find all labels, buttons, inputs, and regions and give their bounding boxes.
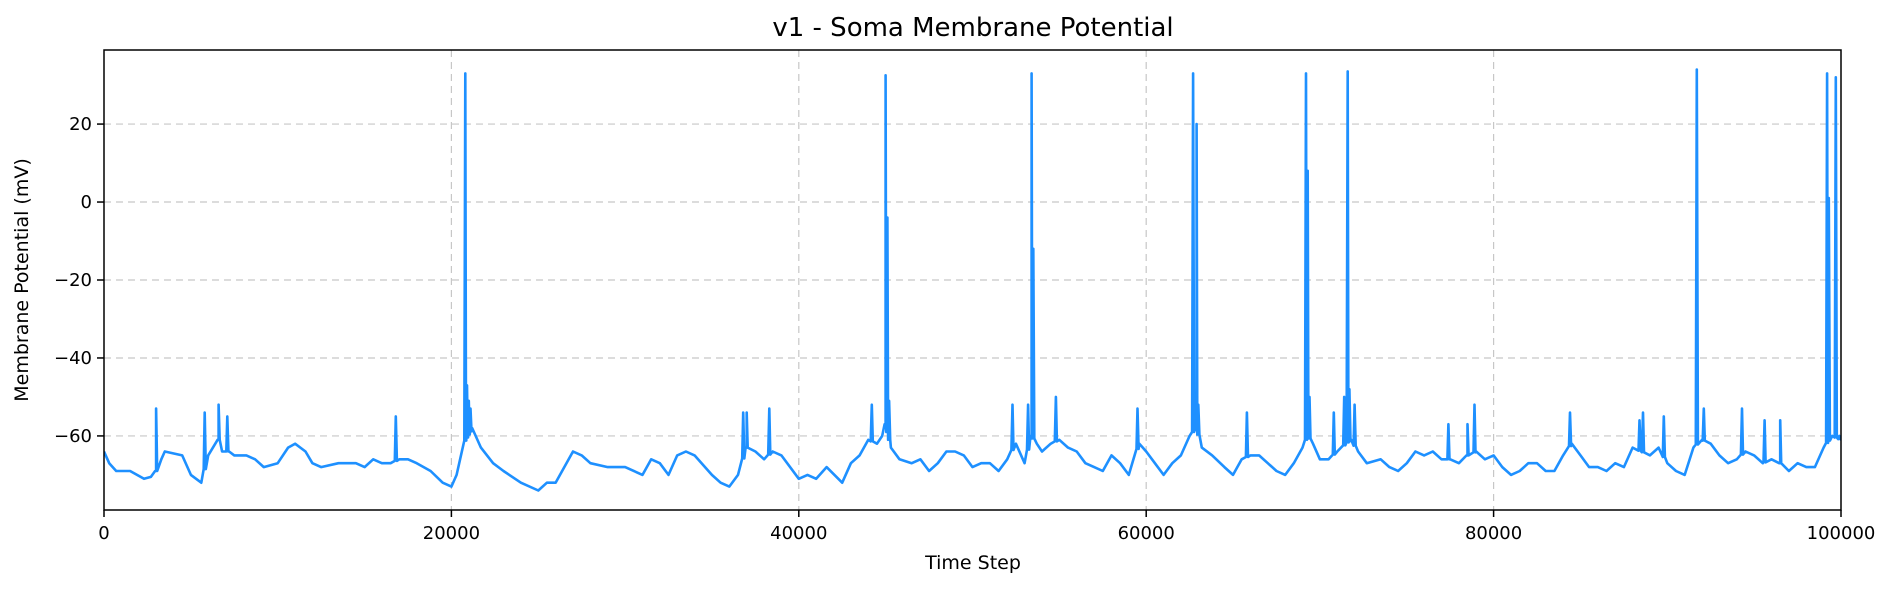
y-axis: −60 −40 −20 0 20 <box>54 114 104 447</box>
x-tick-label: 20000 <box>423 523 480 544</box>
x-tick-label: 0 <box>98 523 109 544</box>
y-axis-label: Membrane Potential (mV) <box>11 158 33 401</box>
chart-title: v1 - Soma Membrane Potential <box>772 13 1173 43</box>
x-tick-label: 100000 <box>1807 523 1876 544</box>
y-tick-label: −60 <box>54 426 92 447</box>
y-tick-label: −40 <box>54 348 92 369</box>
x-tick-label: 40000 <box>770 523 827 544</box>
x-tick-label: 60000 <box>1118 523 1175 544</box>
y-tick-label: 20 <box>69 114 92 135</box>
plot-area <box>104 68 1841 492</box>
x-tick-label: 80000 <box>1465 523 1522 544</box>
series-line-soma-potential <box>104 68 1841 492</box>
y-tick-label: −20 <box>54 270 92 291</box>
grid-lines <box>104 50 1841 510</box>
y-tick-label: 0 <box>81 192 92 213</box>
x-axis-label: Time Step <box>924 552 1021 574</box>
x-axis: 0 20000 40000 60000 80000 100000 <box>98 510 1875 544</box>
